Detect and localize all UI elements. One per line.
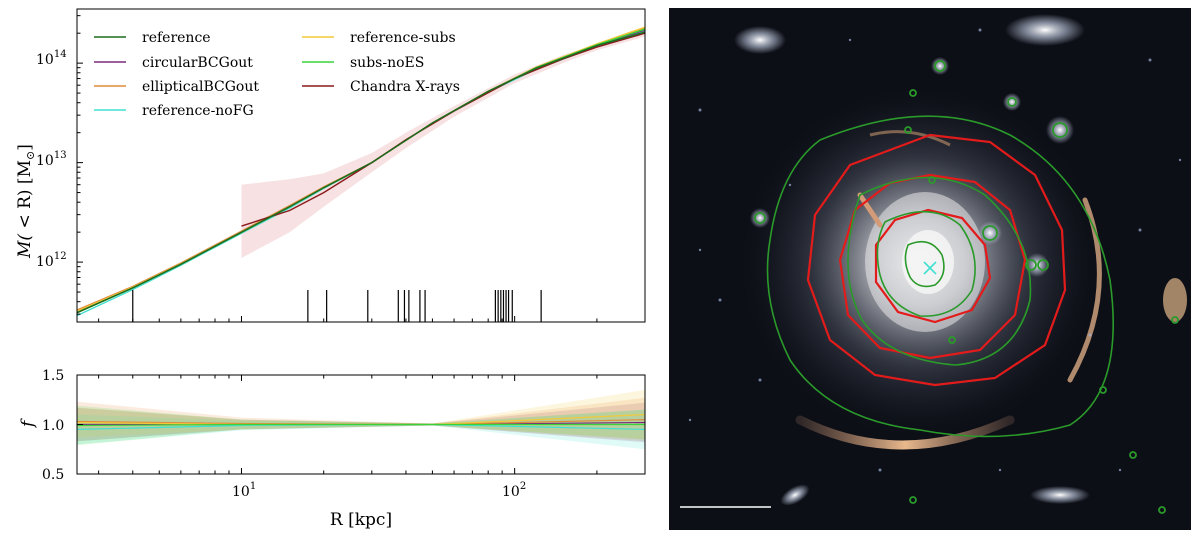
- cluster-center-marker: [923, 261, 937, 275]
- x-tick-labels: 101 102: [232, 481, 526, 500]
- cluster-image-panel: [669, 8, 1191, 530]
- member-circle-3: [1052, 122, 1068, 138]
- lensing-contour-2: [876, 210, 976, 317]
- top-y-tick-labels: 1012 1013 1014: [36, 49, 67, 270]
- ratio-bands: [77, 389, 645, 450]
- ytick-0-5: 0.5: [42, 467, 64, 483]
- legend-entry-chandra-x-rays: Chandra X-rays: [302, 79, 460, 95]
- lensing-contour-outer: [766, 115, 1114, 438]
- ytick-1-5: 1.5: [42, 368, 64, 384]
- member-circle-4: [982, 225, 998, 241]
- galaxy-bottom-right: [1030, 486, 1090, 504]
- band-subs-noes: [77, 405, 645, 446]
- ylabel-sun: ⊙: [24, 151, 37, 160]
- member-circle-9: [904, 126, 912, 134]
- galaxy-top-right: [1005, 14, 1085, 46]
- ytick-1e14: 1014: [36, 49, 67, 68]
- band-circularbcgout: [77, 402, 645, 443]
- galaxy-member-1: [1046, 116, 1074, 144]
- svg-text:reference: reference: [142, 30, 211, 46]
- galaxy-member-5: [931, 57, 949, 75]
- galaxy-member-3: [1025, 253, 1049, 277]
- xray-contour-outer: [806, 133, 1067, 387]
- top-axis-ticks: [77, 15, 646, 322]
- svg-text:M( < R) [M⊙]: M( < R) [M⊙]: [15, 144, 37, 259]
- member-circle-7: [754, 212, 766, 224]
- lensed-arc-inner: [857, 192, 883, 228]
- rug-marks: [132, 290, 542, 322]
- legend-entry-reference: reference: [94, 30, 211, 46]
- xtick-100: 102: [502, 481, 526, 500]
- ratio-panel: f 1.5 1.0 0.5 101 102 R [kpc]: [18, 368, 646, 530]
- chandra-uncertainty-band: [241, 30, 645, 258]
- member-circle-13: [1129, 451, 1137, 459]
- f-axis-label: f: [18, 418, 38, 429]
- member-circle-11: [948, 336, 956, 344]
- member-circle-15: [1158, 506, 1166, 514]
- galaxy-member-4: [750, 208, 770, 228]
- x-axis-label: R [kpc]: [330, 510, 392, 530]
- ylabel-tail: ]: [15, 144, 35, 151]
- background-stars: [688, 28, 1182, 472]
- svg-text:ellipticalBCGout: ellipticalBCGout: [142, 79, 259, 95]
- member-circle-8: [909, 89, 917, 97]
- member-halo-circles: [754, 60, 1179, 514]
- bottom-axis-ticks: [77, 374, 646, 475]
- member-circle-1: [934, 60, 946, 72]
- band-reference-subs: [77, 389, 645, 440]
- legend-entry-circularbcgout: circularBCGout: [94, 55, 253, 71]
- mass-profile-panel: M( < R) [M⊙] 1012 1013 1014 reference ci…: [15, 8, 646, 323]
- legend-entry-reference-nofg: reference-noFG: [94, 103, 254, 119]
- svg-text:Chandra X-rays: Chandra X-rays: [350, 79, 460, 95]
- galaxy-bottom-left: [780, 484, 810, 506]
- svg-text:circularBCGout: circularBCGout: [142, 55, 253, 71]
- svg-text:subs-noES: subs-noES: [350, 55, 424, 71]
- member-circle-10: [928, 176, 936, 184]
- xtick-10: 101: [232, 481, 256, 500]
- y-axis-label: M( < R) [M⊙]: [15, 144, 37, 259]
- galaxy-top-left: [734, 26, 786, 54]
- lensing-contour-3: [847, 176, 1032, 366]
- ratio-lines: [77, 414, 645, 430]
- member-circle-5: [1025, 259, 1037, 271]
- ytick-1e13: 1013: [36, 150, 67, 169]
- legend-entry-subs-noes: subs-noES: [302, 55, 424, 71]
- galaxy-member-6: [1003, 93, 1021, 111]
- lensing-contour-1: [904, 240, 945, 288]
- bottom-y-tick-labels: 1.5 1.0 0.5: [42, 368, 64, 483]
- member-circle-12: [1099, 386, 1107, 394]
- legend: reference circularBCGout ellipticalBCGou…: [94, 30, 460, 119]
- band-reference-nofg: [77, 409, 645, 450]
- galaxy-right-edge: [1163, 278, 1187, 322]
- svg-text:reference-subs: reference-subs: [350, 30, 456, 46]
- member-circle-2: [1007, 97, 1017, 107]
- top-axes-frame: [76, 8, 646, 323]
- band-ellipticalbcgout: [77, 397, 645, 442]
- member-circle-16: [1171, 316, 1179, 324]
- galaxy-member-2: [978, 221, 1002, 245]
- ytick-1-0: 1.0: [42, 418, 64, 434]
- mass-profile-lines: [77, 26, 645, 317]
- xray-contour-inner: [874, 208, 992, 324]
- ylabel-mid: < R) [M: [15, 160, 35, 234]
- svg-text:reference-noFG: reference-noFG: [142, 103, 254, 119]
- ylabel-head: M(: [15, 234, 35, 259]
- lensed-arc-right: [1067, 197, 1102, 383]
- ratio-line-subs-noes: [77, 423, 645, 427]
- lensing-contours: [766, 115, 1114, 438]
- legend-entry-ellipticalbcgout: ellipticalBCGout: [94, 79, 259, 95]
- bcg-core: [902, 230, 954, 294]
- ytick-1e12: 1012: [36, 251, 67, 270]
- lensed-arc-bottom: [795, 415, 1015, 450]
- member-circle-14: [909, 496, 917, 504]
- line-reference: [77, 31, 645, 314]
- legend-entry-reference-subs: reference-subs: [302, 30, 456, 46]
- member-circle-6: [1037, 259, 1049, 271]
